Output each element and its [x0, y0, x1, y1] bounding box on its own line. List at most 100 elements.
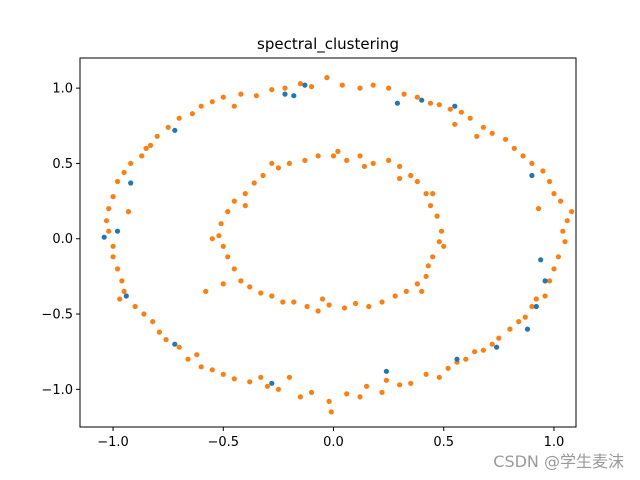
data-point [414, 94, 420, 100]
data-point [507, 326, 513, 332]
data-point [480, 124, 486, 130]
data-point [119, 278, 125, 284]
data-point [163, 337, 169, 343]
data-point [297, 394, 303, 400]
data-point [147, 142, 154, 148]
data-point [106, 206, 112, 212]
data-point [397, 175, 403, 182]
data-point [458, 109, 464, 115]
data-point [242, 191, 248, 197]
data-point [430, 254, 436, 260]
data-point [370, 160, 376, 166]
data-point [141, 311, 147, 317]
data-point [423, 191, 429, 197]
data-point [275, 165, 281, 171]
data-point [269, 87, 275, 93]
data-point [326, 398, 332, 404]
data-point [522, 314, 528, 320]
data-point [542, 278, 548, 284]
data-point [441, 243, 447, 249]
data-point [357, 394, 363, 400]
data-point [315, 153, 321, 159]
data-point [258, 374, 264, 380]
watermark-text: CSDN @学生麦沫 [493, 452, 624, 471]
data-point [231, 266, 237, 272]
x-tick-label: 0.5 [433, 435, 454, 450]
data-point [220, 94, 226, 100]
data-point [397, 163, 403, 169]
data-point [524, 326, 531, 332]
data-point [247, 284, 253, 290]
data-point [533, 296, 539, 302]
data-point [423, 273, 429, 279]
data-point [445, 365, 451, 371]
points-layer [101, 75, 575, 415]
data-point [330, 153, 337, 159]
data-point [121, 288, 127, 294]
data-point [335, 148, 341, 154]
data-point [394, 100, 400, 106]
data-point [474, 133, 480, 139]
data-point [231, 376, 237, 382]
data-point [454, 356, 460, 362]
y-tick-label: 0.5 [52, 157, 73, 172]
data-point [194, 352, 200, 358]
data-point [319, 296, 326, 302]
data-point [401, 91, 407, 97]
data-point [106, 228, 112, 234]
data-point [419, 97, 425, 103]
data-point [392, 293, 398, 299]
data-point [520, 153, 526, 159]
data-point [472, 349, 478, 355]
data-point [189, 111, 195, 117]
data-point [291, 299, 297, 305]
data-point [560, 228, 566, 234]
data-point [558, 198, 564, 204]
data-point [357, 85, 363, 91]
data-point [286, 160, 292, 166]
data-point [156, 329, 162, 335]
data-point [533, 303, 539, 310]
data-point [408, 172, 414, 179]
data-point [480, 347, 486, 353]
data-point [260, 172, 266, 179]
data-point [315, 308, 321, 314]
data-point [555, 254, 562, 260]
data-point [494, 344, 500, 350]
data-point [564, 218, 570, 224]
data-point [427, 203, 434, 209]
data-point [379, 389, 385, 395]
data-point [302, 157, 308, 163]
data-point [308, 389, 315, 395]
data-point [436, 102, 442, 108]
plot-frame [79, 57, 577, 428]
y-tick-label: −0.5 [41, 308, 73, 323]
data-point [569, 209, 575, 215]
data-point [238, 91, 244, 97]
data-point [110, 194, 116, 200]
data-point [341, 305, 348, 311]
data-point [551, 191, 557, 197]
data-point [542, 293, 548, 299]
data-point [132, 303, 138, 310]
data-point [231, 103, 237, 109]
data-point [379, 299, 385, 305]
data-point [326, 302, 332, 308]
y-tick-label: −1.0 [41, 383, 73, 398]
axes-layer: −1.0 −0.5 0.0 0.5 1.0 −1.0 −0.5 0.0 0.5 1.0 [41, 82, 564, 450]
data-point [114, 266, 121, 272]
data-point [419, 288, 425, 294]
data-point [291, 93, 297, 99]
data-point [282, 91, 288, 97]
data-point [425, 263, 431, 269]
chart-title: spectral_clustering [257, 35, 399, 54]
data-point [125, 209, 132, 215]
data-point [103, 218, 110, 224]
data-point [264, 383, 270, 389]
data-point [209, 99, 215, 105]
x-tick-label: −0.5 [207, 435, 239, 450]
data-point [489, 341, 495, 347]
data-point [297, 81, 303, 87]
data-point [540, 168, 546, 174]
data-point [165, 124, 171, 130]
